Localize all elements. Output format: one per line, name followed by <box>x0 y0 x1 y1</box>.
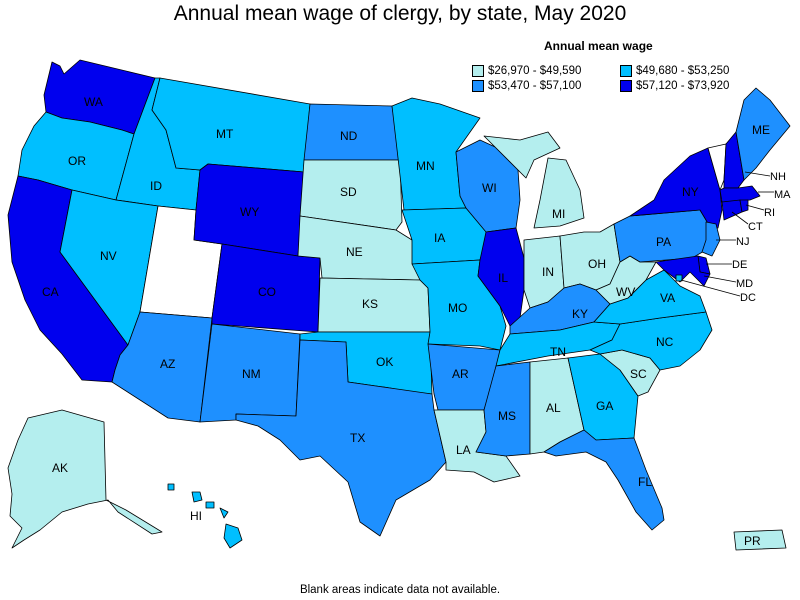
label-ND: ND <box>340 129 358 143</box>
label-MD: MD <box>736 278 753 290</box>
state-AK[interactable] <box>7 409 163 549</box>
footnote: Blank areas indicate data not available. <box>299 584 501 596</box>
state-AZ[interactable] <box>111 311 213 423</box>
label-NE: NE <box>346 245 363 259</box>
label-WV: WV <box>616 285 635 299</box>
label-ME: ME <box>752 123 770 137</box>
state-RI[interactable] <box>739 199 749 213</box>
leader-line-MD <box>703 275 737 283</box>
state-MI[interactable] <box>483 131 585 229</box>
label-PA: PA <box>656 235 671 249</box>
leader-line-NH <box>744 171 771 177</box>
label-FL: FL <box>638 475 652 489</box>
leader-lines <box>680 171 774 297</box>
label-NH: NH <box>770 171 786 183</box>
state-NJ[interactable] <box>701 221 721 257</box>
label-NC: NC <box>656 335 674 349</box>
legend-swatch <box>472 80 484 92</box>
label-KS: KS <box>362 297 378 311</box>
legend-label: $57,120 - $73,920 <box>636 80 730 92</box>
label-TX: TX <box>350 431 365 445</box>
state-PR[interactable] <box>733 529 787 551</box>
label-MI: MI <box>552 207 565 221</box>
legend-swatch <box>472 65 484 77</box>
label-IL: IL <box>498 271 508 285</box>
label-NJ: NJ <box>736 236 749 248</box>
state-DC[interactable] <box>675 274 683 282</box>
label-VA: VA <box>660 291 675 305</box>
legend-item-bin-4: $57,120 - $73,920 <box>620 80 729 92</box>
legend-item-bin-3: $53,470 - $57,100 <box>472 80 581 92</box>
state-labels: WA OR CA ID NV AZ MT WY CO NM ND SD NE K… <box>42 95 791 548</box>
label-AZ: AZ <box>160 357 175 371</box>
label-NM: NM <box>242 367 261 381</box>
leader-line-DC <box>680 279 741 297</box>
leader-line-CT <box>731 211 749 225</box>
leader-line-RI <box>745 204 765 211</box>
label-MA: MA <box>774 189 791 201</box>
state-MT[interactable] <box>151 77 311 173</box>
map-title: Annual mean wage of clergy, by state, Ma… <box>173 2 627 25</box>
label-CA: CA <box>42 285 59 299</box>
state-FL[interactable] <box>543 429 665 531</box>
label-IA: IA <box>434 231 445 245</box>
state-WI[interactable] <box>455 139 521 233</box>
legend-title: Annual mean wage <box>544 39 653 53</box>
legend-swatch <box>620 65 632 77</box>
label-PR: PR <box>744 534 761 548</box>
state-SD[interactable] <box>299 159 403 231</box>
label-DC: DC <box>740 292 756 304</box>
label-GA: GA <box>596 399 613 413</box>
label-MS: MS <box>498 409 516 423</box>
label-KY: KY <box>572 307 588 321</box>
legend-swatch <box>620 80 632 92</box>
label-AK: AK <box>52 461 68 475</box>
label-ID: ID <box>150 179 162 193</box>
label-OR: OR <box>68 154 86 168</box>
label-RI: RI <box>764 207 775 219</box>
label-OK: OK <box>376 355 393 369</box>
label-IN: IN <box>542 265 554 279</box>
label-HI: HI <box>190 509 202 523</box>
label-OH: OH <box>588 257 606 271</box>
label-MO: MO <box>448 301 467 315</box>
label-LA: LA <box>456 443 471 457</box>
label-SD: SD <box>340 185 357 199</box>
label-NY: NY <box>682 185 699 199</box>
label-MT: MT <box>216 127 234 141</box>
label-NV: NV <box>100 249 117 263</box>
state-TX[interactable] <box>235 339 447 537</box>
label-CT: CT <box>748 221 763 233</box>
label-DE: DE <box>732 259 747 271</box>
label-TN: TN <box>550 345 566 359</box>
label-SC: SC <box>630 367 647 381</box>
label-WA: WA <box>84 95 103 109</box>
legend-label: $53,470 - $57,100 <box>488 80 582 92</box>
legend-label: $26,970 - $49,590 <box>488 65 582 77</box>
label-AR: AR <box>452 367 469 381</box>
state-HI[interactable] <box>167 483 243 549</box>
state-ME[interactable] <box>735 87 791 181</box>
label-WI: WI <box>482 181 497 195</box>
label-WY: WY <box>240 205 259 219</box>
label-AL: AL <box>546 401 561 415</box>
legend-item-bin-2: $49,680 - $53,250 <box>620 65 729 77</box>
label-CO: CO <box>258 285 276 299</box>
label-MN: MN <box>416 159 435 173</box>
legend-label: $49,680 - $53,250 <box>636 65 730 77</box>
legend-item-bin-1: $26,970 - $49,590 <box>472 65 581 77</box>
